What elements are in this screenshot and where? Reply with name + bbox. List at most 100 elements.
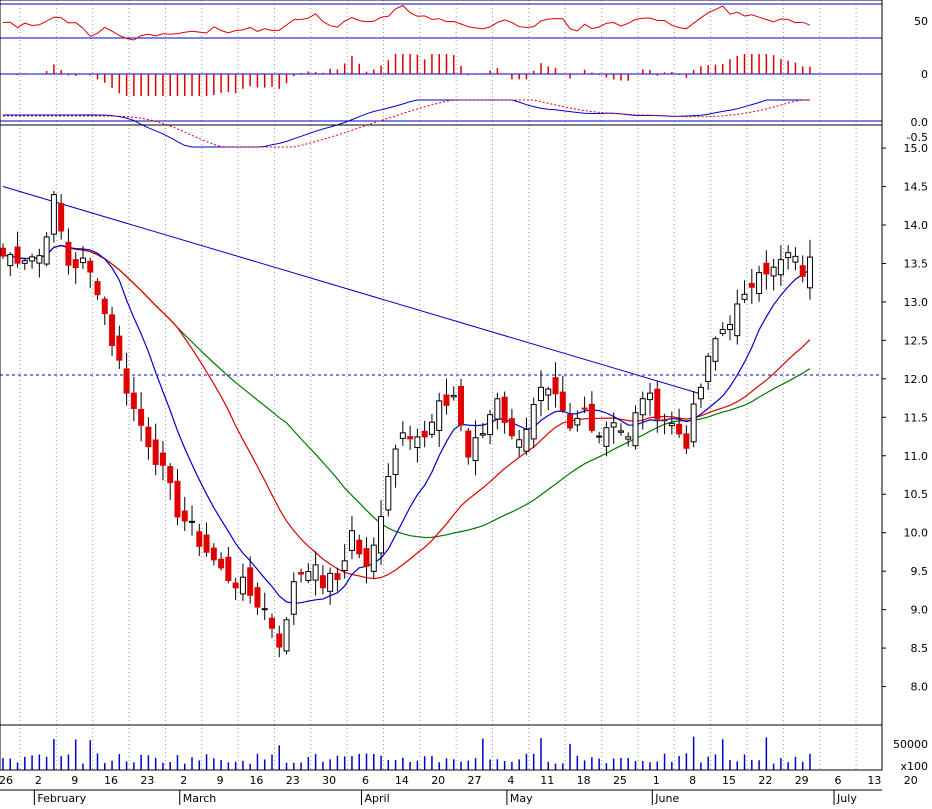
candle-body bbox=[407, 436, 414, 440]
candle-body bbox=[799, 265, 806, 277]
candle-body bbox=[65, 241, 72, 266]
price-tick-label: 10.5 bbox=[904, 488, 929, 501]
date-tick-label: 30 bbox=[322, 774, 336, 787]
candle-body bbox=[181, 510, 188, 522]
candle-body bbox=[581, 407, 588, 410]
date-tick-label: 15 bbox=[722, 774, 736, 787]
candle-body bbox=[239, 576, 246, 595]
price-tick-label: 8.5 bbox=[911, 642, 929, 655]
candle-body bbox=[334, 573, 341, 580]
date-tick-label: 29 bbox=[795, 774, 809, 787]
candle-body bbox=[363, 548, 370, 567]
candle-body bbox=[116, 335, 123, 361]
macd-tick-label: 0.0 bbox=[911, 116, 929, 129]
candle-body bbox=[7, 254, 14, 267]
ma-mid-line bbox=[2, 244, 811, 580]
candle-body bbox=[210, 547, 217, 561]
rsi-panel bbox=[0, 3, 882, 41]
candle-body bbox=[443, 394, 450, 406]
candle-body bbox=[167, 466, 174, 484]
candle-body bbox=[305, 571, 312, 581]
date-tick-label: 1 bbox=[653, 774, 660, 787]
date-tick-label: 4 bbox=[507, 774, 514, 787]
candle-body bbox=[719, 328, 726, 335]
momentum-panel bbox=[0, 54, 882, 96]
date-tick-label: 14 bbox=[395, 774, 409, 787]
date-tick-label: 9 bbox=[71, 774, 78, 787]
month-label: April bbox=[365, 792, 390, 805]
candle-body bbox=[617, 430, 624, 433]
candle-body bbox=[523, 428, 530, 452]
date-tick-label: 2 bbox=[35, 774, 42, 787]
rsi-tick-label: 50 bbox=[914, 15, 928, 28]
candle-body bbox=[399, 432, 406, 439]
candle-body bbox=[14, 246, 21, 264]
candle-body bbox=[58, 203, 65, 232]
candle-body bbox=[145, 426, 152, 448]
candle-body bbox=[741, 293, 748, 300]
candle-body bbox=[748, 283, 755, 288]
candle-body bbox=[370, 544, 377, 572]
candle-body bbox=[654, 388, 661, 420]
volume-panel bbox=[2, 736, 811, 770]
candle-body bbox=[123, 368, 130, 394]
candle-body bbox=[777, 259, 784, 276]
candle-body bbox=[378, 516, 385, 554]
candle-body bbox=[545, 388, 552, 396]
price-tick-label: 8.0 bbox=[911, 681, 929, 694]
price-tick-label: 15.0 bbox=[904, 142, 929, 155]
price-tick-label: 13.0 bbox=[904, 296, 929, 309]
candle-body bbox=[50, 194, 57, 235]
candle-body bbox=[261, 608, 268, 611]
candle-body bbox=[436, 400, 443, 431]
candle-body bbox=[501, 396, 508, 423]
candle-body bbox=[421, 430, 428, 438]
candle-body bbox=[668, 422, 675, 427]
candle-body bbox=[458, 385, 465, 426]
date-tick-label: 26 bbox=[0, 774, 13, 787]
candle-body bbox=[770, 266, 777, 277]
trendline bbox=[2, 186, 702, 395]
month-label: June bbox=[654, 792, 679, 805]
candle-body bbox=[356, 539, 363, 555]
candle-body bbox=[392, 448, 399, 475]
month-label: May bbox=[510, 792, 533, 805]
candle-body bbox=[327, 572, 334, 592]
candle-body bbox=[508, 418, 515, 437]
candle-body bbox=[639, 398, 646, 416]
candle-body bbox=[94, 281, 101, 296]
candle-body bbox=[610, 422, 617, 428]
price-tick-label: 12.5 bbox=[904, 334, 929, 347]
candle-body bbox=[319, 575, 326, 589]
price-tick-label: 12.0 bbox=[904, 373, 929, 386]
candle-body bbox=[254, 587, 261, 608]
month-label: March bbox=[183, 792, 217, 805]
candle-body bbox=[385, 475, 392, 511]
date-tick-label: 16 bbox=[104, 774, 118, 787]
candle-body bbox=[690, 403, 697, 443]
date-tick-label: 6 bbox=[835, 774, 842, 787]
price-tick-label: 10.0 bbox=[904, 527, 929, 540]
volume-multiplier-label: x100 bbox=[900, 760, 928, 773]
candle-body bbox=[232, 582, 239, 589]
candle-body bbox=[159, 452, 166, 466]
date-tick-label: 2 bbox=[180, 774, 187, 787]
date-tick-label: 11 bbox=[540, 774, 554, 787]
candle-body bbox=[683, 433, 690, 449]
date-tick-label: 8 bbox=[689, 774, 696, 787]
candle-body bbox=[465, 430, 472, 458]
candle-body bbox=[348, 530, 355, 552]
date-tick-label: 20 bbox=[431, 774, 445, 787]
candle-body bbox=[596, 435, 603, 438]
candle-body bbox=[29, 256, 36, 262]
candle-body bbox=[625, 436, 632, 440]
date-tick-label: 23 bbox=[286, 774, 300, 787]
candle-body bbox=[428, 421, 435, 435]
candle-body bbox=[676, 423, 683, 435]
price-tick-label: 11.0 bbox=[904, 450, 929, 463]
candle-body bbox=[101, 298, 108, 314]
candle-body bbox=[603, 427, 610, 447]
candle-body bbox=[138, 408, 145, 426]
candle-body bbox=[189, 520, 196, 523]
candle-body bbox=[552, 377, 559, 395]
